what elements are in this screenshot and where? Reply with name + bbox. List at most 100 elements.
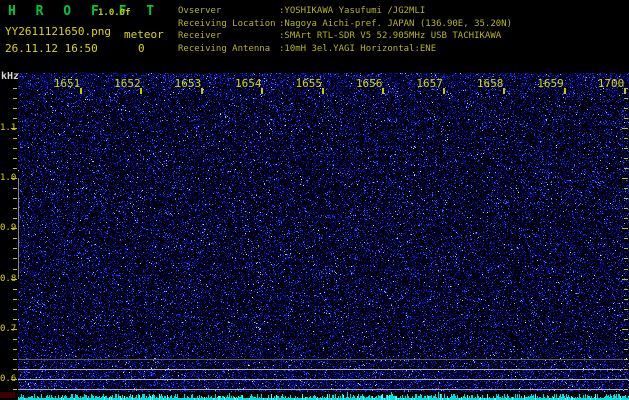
freq-tick-left (11, 228, 17, 229)
freq-tick-left (13, 369, 17, 370)
freq-tick-left (13, 148, 17, 149)
time-axis-label: 1700 (597, 77, 625, 90)
time-axis-label: 1651 (53, 77, 81, 90)
freq-tick-left (13, 188, 17, 189)
info-row: Receiving Antenna:10mH 3el.YAGI Horizont… (178, 43, 512, 56)
freq-tick-right (624, 148, 628, 149)
freq-tick-left (13, 359, 17, 360)
freq-tick-right (622, 128, 628, 129)
freq-tick-right (624, 309, 628, 310)
app-title: H R O F F T (8, 4, 161, 19)
mode-label: meteor (124, 28, 164, 41)
freq-tick-right (622, 379, 628, 380)
freq-tick-left (13, 319, 17, 320)
freq-tick-right (624, 289, 628, 290)
time-axis-tick (261, 88, 264, 94)
observer-info-block: Ovserver:YOSHIKAWA Yasufumi /JG2MLI Recei… (178, 5, 512, 55)
freq-tick-left (11, 128, 17, 129)
freq-tick-left (13, 389, 17, 390)
freq-axis-label: 1.0 (0, 173, 17, 184)
spectrogram-canvas (18, 73, 629, 392)
freq-tick-right (624, 168, 628, 169)
meteor-count: 0 (138, 42, 145, 55)
datetime-label: 26.11.12 16:50 (5, 42, 98, 55)
freq-tick-left (13, 158, 17, 159)
freq-tick-right (624, 349, 628, 350)
level-graph-canvas (18, 392, 629, 400)
info-row: Ovserver :YOSHIKAWA Yasufumi /JG2MLI (178, 5, 512, 18)
freq-axis-label: 0.8 (0, 273, 17, 284)
carrier-line (18, 379, 623, 380)
freq-unit-label: kHz (1, 71, 20, 82)
freq-axis-label: 0.6 (0, 374, 17, 384)
freq-tick-left (13, 349, 17, 350)
freq-tick-left (13, 198, 17, 199)
time-axis-label: 1655 (295, 77, 323, 90)
freq-tick-right (624, 319, 628, 320)
freq-tick-right (624, 158, 628, 159)
freq-tick-left (13, 248, 17, 249)
freq-tick-left (13, 299, 17, 300)
app-version: 1.0.0f (98, 8, 131, 18)
info-row-label: Receiving Location (178, 18, 276, 29)
time-axis-tick (563, 88, 566, 94)
freq-tick-left (13, 289, 17, 290)
time-axis-tick (382, 88, 385, 94)
freq-tick-left (13, 118, 17, 119)
freq-tick-right (624, 248, 628, 249)
time-axis-label: 1659 (537, 77, 564, 90)
freq-tick-left (13, 258, 17, 259)
freq-tick-left (11, 178, 17, 179)
freq-tick-left (11, 379, 17, 380)
freq-tick-right (624, 138, 628, 139)
freq-tick-left (13, 208, 17, 209)
freq-axis-label: 0.9 (0, 223, 17, 234)
freq-tick-right (624, 258, 628, 259)
freq-tick-right (624, 369, 628, 370)
detection-band-bar (18, 178, 19, 279)
info-row-label: Ovserver (178, 6, 222, 16)
freq-tick-right (624, 299, 628, 300)
freq-tick-left (13, 168, 17, 169)
freq-tick-left (13, 238, 17, 239)
freq-tick-left (13, 108, 17, 109)
info-row-value: :YOSHIKAWA Yasufumi /JG2MLI (279, 6, 426, 16)
info-row-value: :Nagoya Aichi-pref. JAPAN (136.90E, 35.2… (279, 18, 512, 29)
time-axis-tick (200, 88, 203, 94)
info-row: Receiving Location:Nagoya Aichi-pref. JA… (178, 18, 512, 31)
freq-tick-right (624, 198, 628, 199)
info-row-value: :10mH 3el.YAGI Horizontal:ENE (279, 43, 437, 54)
freq-tick-right (624, 98, 628, 99)
output-filename: YY2611121650.png (5, 25, 111, 38)
freq-tick-right (622, 329, 628, 330)
freq-tick-right (622, 279, 628, 280)
freq-tick-right (624, 218, 628, 219)
carrier-line (18, 369, 623, 370)
time-axis-label: 1654 (235, 77, 262, 90)
carrier-line (18, 389, 623, 390)
time-axis-label: 1653 (174, 77, 202, 90)
info-row-label: Receiver (178, 31, 222, 41)
freq-tick-right (624, 118, 628, 119)
freq-axis-label: 1.1 (0, 123, 17, 133)
freq-axis-label: 0.7 (0, 323, 17, 334)
freq-tick-right (624, 389, 628, 390)
time-axis-tick (321, 88, 324, 94)
time-axis-label: 1657 (416, 77, 443, 90)
freq-tick-right (624, 269, 628, 270)
freq-tick-left (13, 218, 17, 219)
carrier-line (18, 359, 623, 360)
freq-tick-left (13, 138, 17, 139)
freq-tick-right (624, 339, 628, 340)
time-axis-tick (624, 88, 626, 94)
freq-tick-right (622, 178, 628, 179)
info-row: Receiver :SMArt RTL-SDR V5 52.905MHz USB … (178, 30, 512, 43)
time-axis-tick (140, 88, 143, 94)
time-axis-tick (80, 88, 82, 94)
freq-tick-right (624, 359, 628, 360)
freq-tick-right (624, 238, 628, 239)
time-axis-label: 1656 (355, 77, 383, 90)
info-row-value: :SMArt RTL-SDR V5 52.905MHz USB TACHIKAW… (279, 31, 502, 41)
freq-tick-left (13, 309, 17, 310)
